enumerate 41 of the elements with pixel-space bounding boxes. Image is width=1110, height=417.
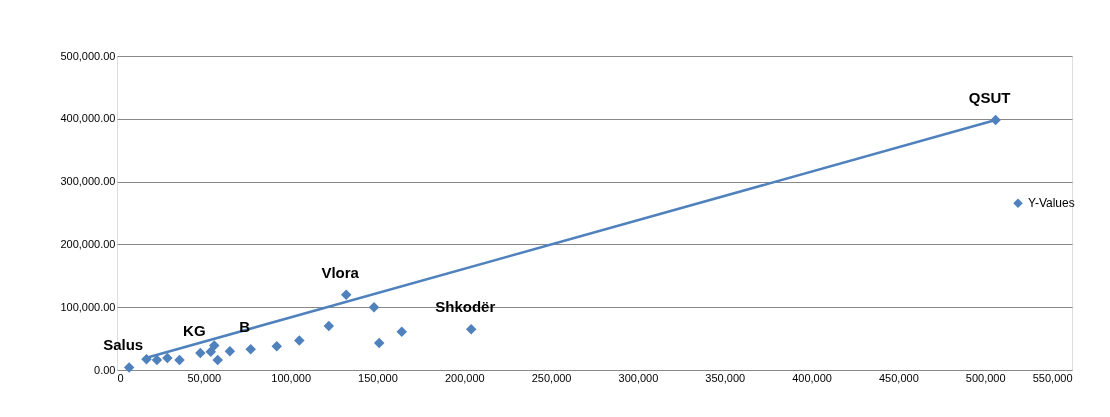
annotation: KG [183,322,206,340]
point [323,320,335,332]
point [368,301,380,313]
x-tick-label: 550,000 [1032,371,1073,384]
y-tick-label: 100,000.00 [60,300,116,313]
x-tick-label: 150,000 [358,371,398,384]
x-tick-label: 50,000 [187,371,222,384]
point [195,347,206,359]
x-tick-label: 250,000 [531,371,572,384]
y-tick-label: 400,000.00 [60,112,116,125]
x-tick-label: 350,000 [705,371,746,384]
point [294,335,305,346]
point [271,340,282,352]
point [205,346,217,358]
point [465,323,477,335]
point [212,354,223,366]
y-tick-label: 200,000.00 [60,237,116,250]
point [162,352,173,364]
legend-label: Y-Values [1028,196,1075,211]
x-tick-label: 500,000 [965,371,1006,384]
point [174,354,185,366]
point [340,289,352,300]
annotation: Shkodër [435,298,496,316]
x-tick-label: 300,000 [618,371,659,384]
x-tick-label: 0 [117,371,124,384]
x-tick-label: 450,000 [878,371,919,384]
y-tick-label: 0.00 [94,363,116,376]
y-tick-label: 300,000.00 [60,175,116,188]
annotation: Vlora [321,263,360,281]
point [208,340,220,351]
annotation: QSUT [968,89,1011,107]
point [396,326,408,337]
x-tick-label: 400,000 [792,371,832,384]
x-tick-label: 100,000 [271,371,312,384]
point [123,362,135,373]
point [245,344,256,355]
point [373,337,385,349]
y-tick-label: 500,000.00 [60,49,116,62]
annotation: Salus [103,336,144,354]
point [224,345,236,357]
x-tick-label: 200,000 [444,371,485,384]
